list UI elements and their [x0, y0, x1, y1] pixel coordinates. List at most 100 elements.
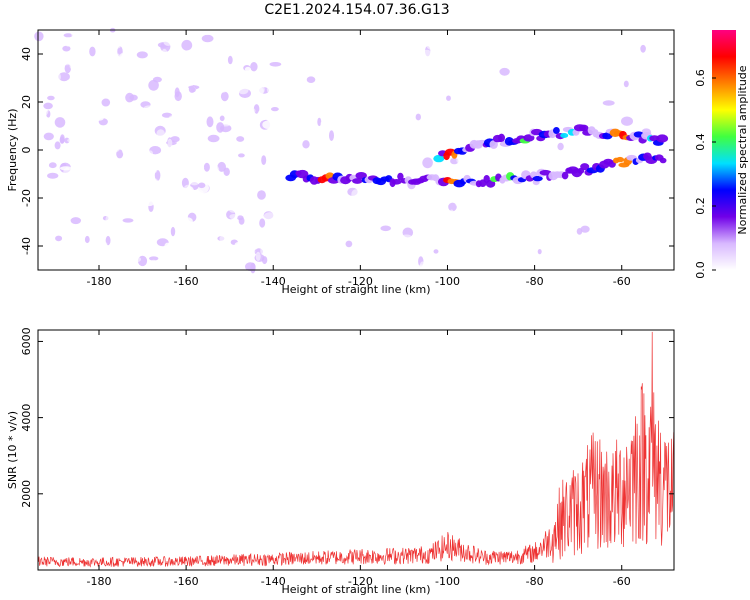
heatmap-cell: [176, 193, 183, 200]
heatmap-cell: [426, 39, 437, 50]
heatmap-cell: [50, 84, 57, 94]
heatmap-cell: [355, 238, 360, 244]
heatmap-cell: [253, 71, 260, 81]
heatmap-cell: [548, 143, 554, 153]
heatmap-cell: [374, 53, 385, 64]
heatmap-cell: [217, 181, 228, 186]
heatmap-cell: [301, 74, 307, 86]
heatmap-cell: [175, 54, 184, 60]
heatmap-cell: [84, 126, 96, 134]
x-tick-label: -160: [174, 275, 199, 288]
heatmap-cell: [58, 72, 70, 82]
heatmap-cell: [270, 251, 280, 261]
heatmap-cell: [206, 116, 214, 128]
heatmap-cell: [130, 148, 141, 154]
heatmap-cell: [68, 158, 77, 164]
heatmap-cell: [37, 84, 47, 91]
heatmap-cell: [305, 166, 317, 174]
heatmap-cell: [219, 115, 225, 122]
heatmap-cell: [79, 184, 88, 192]
heatmap-cell: [38, 121, 43, 131]
heatmap-cell: [555, 223, 564, 234]
heatmap-cell: [449, 209, 454, 216]
heatmap-cell: [153, 47, 159, 53]
heatmap-cell: [480, 199, 492, 208]
heatmap-cell: [87, 157, 98, 166]
heatmap-cell: [239, 235, 251, 243]
heatmap-cell: [393, 123, 401, 130]
heatmap-cell: [39, 196, 49, 201]
heatmap-cell: [413, 81, 421, 92]
heatmap-cell: [635, 183, 645, 189]
heatmap-cell: [364, 163, 374, 170]
heatmap-cell: [300, 213, 305, 219]
heatmap-cell: [231, 262, 237, 267]
heatmap-cell: [279, 171, 284, 177]
heatmap-cell: [517, 163, 523, 169]
heatmap-cell: [131, 261, 137, 272]
heatmap-cell: [176, 261, 185, 267]
heatmap-cell: [368, 196, 377, 206]
heatmap-cell: [430, 56, 443, 68]
colorbar-tick-label: 0.2: [694, 197, 707, 215]
heatmap-cell: [411, 64, 416, 75]
heatmap-cell: [397, 172, 404, 181]
heatmap-cell: [616, 94, 624, 103]
heatmap-cell: [352, 245, 358, 254]
heatmap-cell: [269, 154, 277, 165]
heatmap-cell: [288, 256, 296, 262]
heatmap-cell: [461, 50, 466, 58]
heatmap-cell: [60, 192, 66, 201]
heatmap-cell: [72, 82, 84, 93]
heatmap-cell: [360, 183, 368, 191]
heatmap-cell: [221, 47, 231, 55]
heatmap-cell: [317, 42, 329, 47]
heatmap-cell: [380, 225, 392, 232]
heatmap-cell: [235, 259, 241, 267]
heatmap-cell: [516, 70, 525, 78]
heatmap-cell: [231, 94, 241, 102]
heatmap-cell: [55, 235, 63, 242]
heatmap-cell: [279, 104, 285, 114]
heatmap-cell: [659, 157, 667, 164]
heatmap-cell: [161, 48, 168, 57]
heatmap-cell: [105, 235, 111, 246]
colorbar-tick-label: 0.6: [694, 69, 707, 87]
heatmap-cell: [88, 208, 99, 215]
heatmap-cell: [111, 266, 121, 272]
heatmap-cell: [256, 87, 264, 95]
heatmap-cell: [569, 89, 579, 97]
heatmap-cell: [648, 167, 654, 177]
heatmap-cell: [167, 181, 179, 188]
heatmap-cell: [613, 181, 623, 191]
heatmap-cell: [322, 99, 331, 106]
y-tick-label: -20: [20, 189, 33, 207]
heatmap-cell: [207, 134, 220, 143]
heatmap-cell: [259, 233, 269, 240]
heatmap-cell: [386, 135, 396, 141]
heatmap-cell: [338, 212, 349, 220]
heatmap-cell: [446, 128, 451, 133]
heatmap-cell: [598, 231, 610, 236]
heatmap-cell: [69, 147, 77, 158]
heatmap-cell: [629, 198, 641, 204]
heatmap-cell: [54, 141, 61, 150]
heatmap-cell: [218, 54, 228, 59]
heatmap-cell: [91, 199, 100, 210]
x-tick-label: -120: [348, 275, 373, 288]
heatmap-cell: [277, 211, 287, 216]
heatmap-cell: [592, 64, 602, 72]
heatmap-cell: [41, 189, 47, 196]
heatmap-cell: [47, 166, 57, 175]
heatmap-cell: [570, 211, 582, 220]
heatmap-cell: [116, 225, 124, 233]
heatmap-cell: [655, 244, 667, 255]
heatmap-cell: [620, 250, 629, 259]
heatmap-cell: [45, 254, 55, 265]
heatmap-cell: [122, 123, 127, 130]
heatmap-cell: [494, 252, 504, 258]
heatmap-cell: [351, 189, 361, 200]
heatmap-cell: [416, 40, 426, 48]
heatmap-cell: [249, 207, 255, 219]
